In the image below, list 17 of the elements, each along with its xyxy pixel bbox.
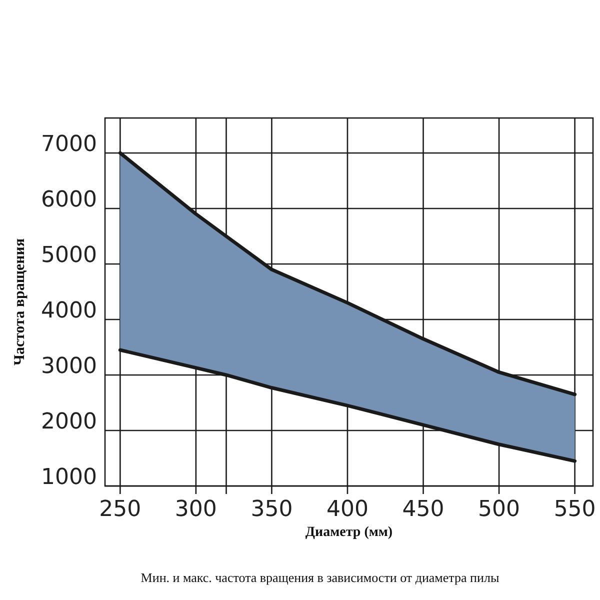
x-tick-label: 300 (174, 497, 217, 522)
x-tick-label: 350 (250, 497, 293, 522)
x-tick-label: 250 (99, 497, 142, 522)
x-axis-title: Диаметр (мм) (305, 525, 393, 540)
x-tick-label: 550 (554, 497, 596, 522)
y-tick-label: 1000 (41, 465, 97, 490)
x-tick-label: 450 (402, 497, 444, 522)
text: Мин. и макс. частота вращения в зависимости от диаметра пилы (140, 570, 500, 585)
y-tick-label: 6000 (41, 187, 97, 212)
x-tick-label: 500 (478, 497, 520, 522)
x-tick-label: 400 (326, 497, 368, 522)
y-tick-label: 2000 (41, 410, 97, 435)
y-tick-label: 3000 (41, 354, 97, 380)
y-tick-label: 4000 (41, 298, 97, 324)
y-tick-label: 5000 (41, 242, 97, 268)
y-axis-title: Частота вращения (12, 238, 28, 366)
y-tick-label: 7000 (41, 132, 97, 157)
